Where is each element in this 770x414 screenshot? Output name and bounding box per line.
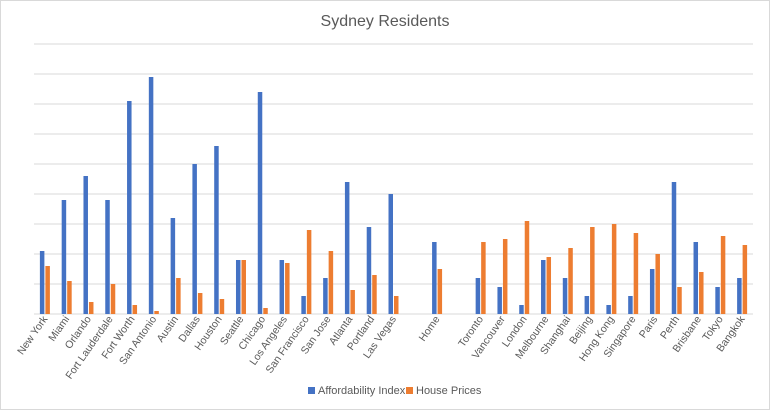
bar-affordability [279,260,285,314]
bar-house-prices [306,230,312,314]
bar-house-prices [241,260,246,314]
bar-affordability [388,194,393,314]
bar-house-prices [524,221,530,314]
bar-affordability [148,77,154,314]
bar-affordability [671,182,677,314]
bar-affordability [497,287,502,314]
bar-house-prices [481,242,486,314]
bar-affordability [562,278,568,314]
bar-house-prices [502,239,508,314]
bar-affordability [39,251,45,314]
bar-house-prices [699,272,704,314]
bar-affordability [105,200,110,314]
bar-house-prices [176,278,181,314]
bar-affordability [235,260,241,314]
bar-house-prices [590,227,595,314]
bar-house-prices [197,293,203,314]
bar-affordability [693,242,699,314]
bar-affordability [584,296,590,314]
bar-affordability [301,296,306,314]
bar-house-prices [742,245,748,314]
bar-house-prices [263,308,268,314]
bar-house-prices [611,224,617,314]
bar-house-prices [546,257,552,314]
bar-house-prices [219,299,225,314]
bar-affordability [628,296,633,314]
bar-house-prices [110,284,116,314]
bar-affordability [83,176,88,314]
bar-house-prices [677,287,682,314]
chart-title: Sydney Residents [321,13,450,30]
gridlines [34,43,753,315]
x-tick-label: Home [417,314,443,344]
bar-affordability [192,164,197,314]
legend: Affordability Index House Prices [308,385,482,397]
bar-house-prices [633,233,639,314]
bar-affordability [127,101,132,314]
bar-affordability [715,287,720,314]
x-tick-label: Austin [155,314,182,345]
bar-affordability [366,227,372,314]
legend-label-affordability: Affordability Index [318,385,406,397]
bars [39,77,748,314]
bar-house-prices [720,236,726,314]
bar-house-prices [372,275,377,314]
bar-house-prices [394,296,399,314]
bar-house-prices [132,305,138,314]
bar-house-prices [568,248,573,314]
x-tick-label: Paris [637,314,661,340]
bar-affordability [606,305,611,314]
bar-affordability [541,260,546,314]
bar-affordability [323,278,328,314]
bar-affordability [344,182,350,314]
bar-house-prices [285,263,290,314]
legend-swatch-affordability [308,387,315,394]
bar-house-prices [350,290,355,314]
bar-house-prices [437,269,443,314]
bar-affordability [519,305,524,314]
bar-house-prices [655,254,660,314]
bar-affordability [649,269,655,314]
bar-house-prices [88,302,94,314]
bar-house-prices [67,281,72,314]
bar-house-prices [45,266,50,314]
bar-affordability [257,92,263,314]
bar-affordability [214,146,219,314]
bar-affordability [61,200,67,314]
bar-affordability [737,278,742,314]
legend-swatch-house-prices [406,387,413,394]
bar-affordability [170,218,176,314]
bar-house-prices [154,311,159,314]
bar-affordability [475,278,481,314]
bar-house-prices [328,251,334,314]
x-tick-label: New York [15,313,51,357]
bar-affordability [432,242,437,314]
legend-label-house-prices: House Prices [416,385,482,397]
